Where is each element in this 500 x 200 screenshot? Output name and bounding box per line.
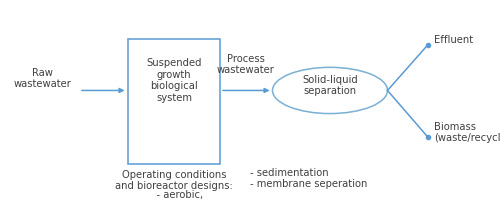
Text: Solid-liquid
separation: Solid-liquid separation	[302, 74, 358, 96]
Text: Process
wastewater: Process wastewater	[217, 53, 275, 75]
Ellipse shape	[272, 68, 388, 114]
Text: Suspended
growth
biological
system: Suspended growth biological system	[146, 58, 202, 102]
Text: Biomass
(waste/recycle): Biomass (waste/recycle)	[434, 121, 500, 143]
Bar	[128, 40, 220, 164]
Text: Operating conditions
and bioreactor designs:: Operating conditions and bioreactor desi…	[115, 169, 233, 190]
Text: - aerobic,
    - anoxic,
    - anaerobic: - aerobic, - anoxic, - anaerobic	[140, 189, 208, 200]
Text: Effluent: Effluent	[434, 35, 473, 45]
Text: Raw
wastewater: Raw wastewater	[14, 67, 72, 89]
Text: - sedimentation
- membrane seperation: - sedimentation - membrane seperation	[250, 167, 368, 188]
